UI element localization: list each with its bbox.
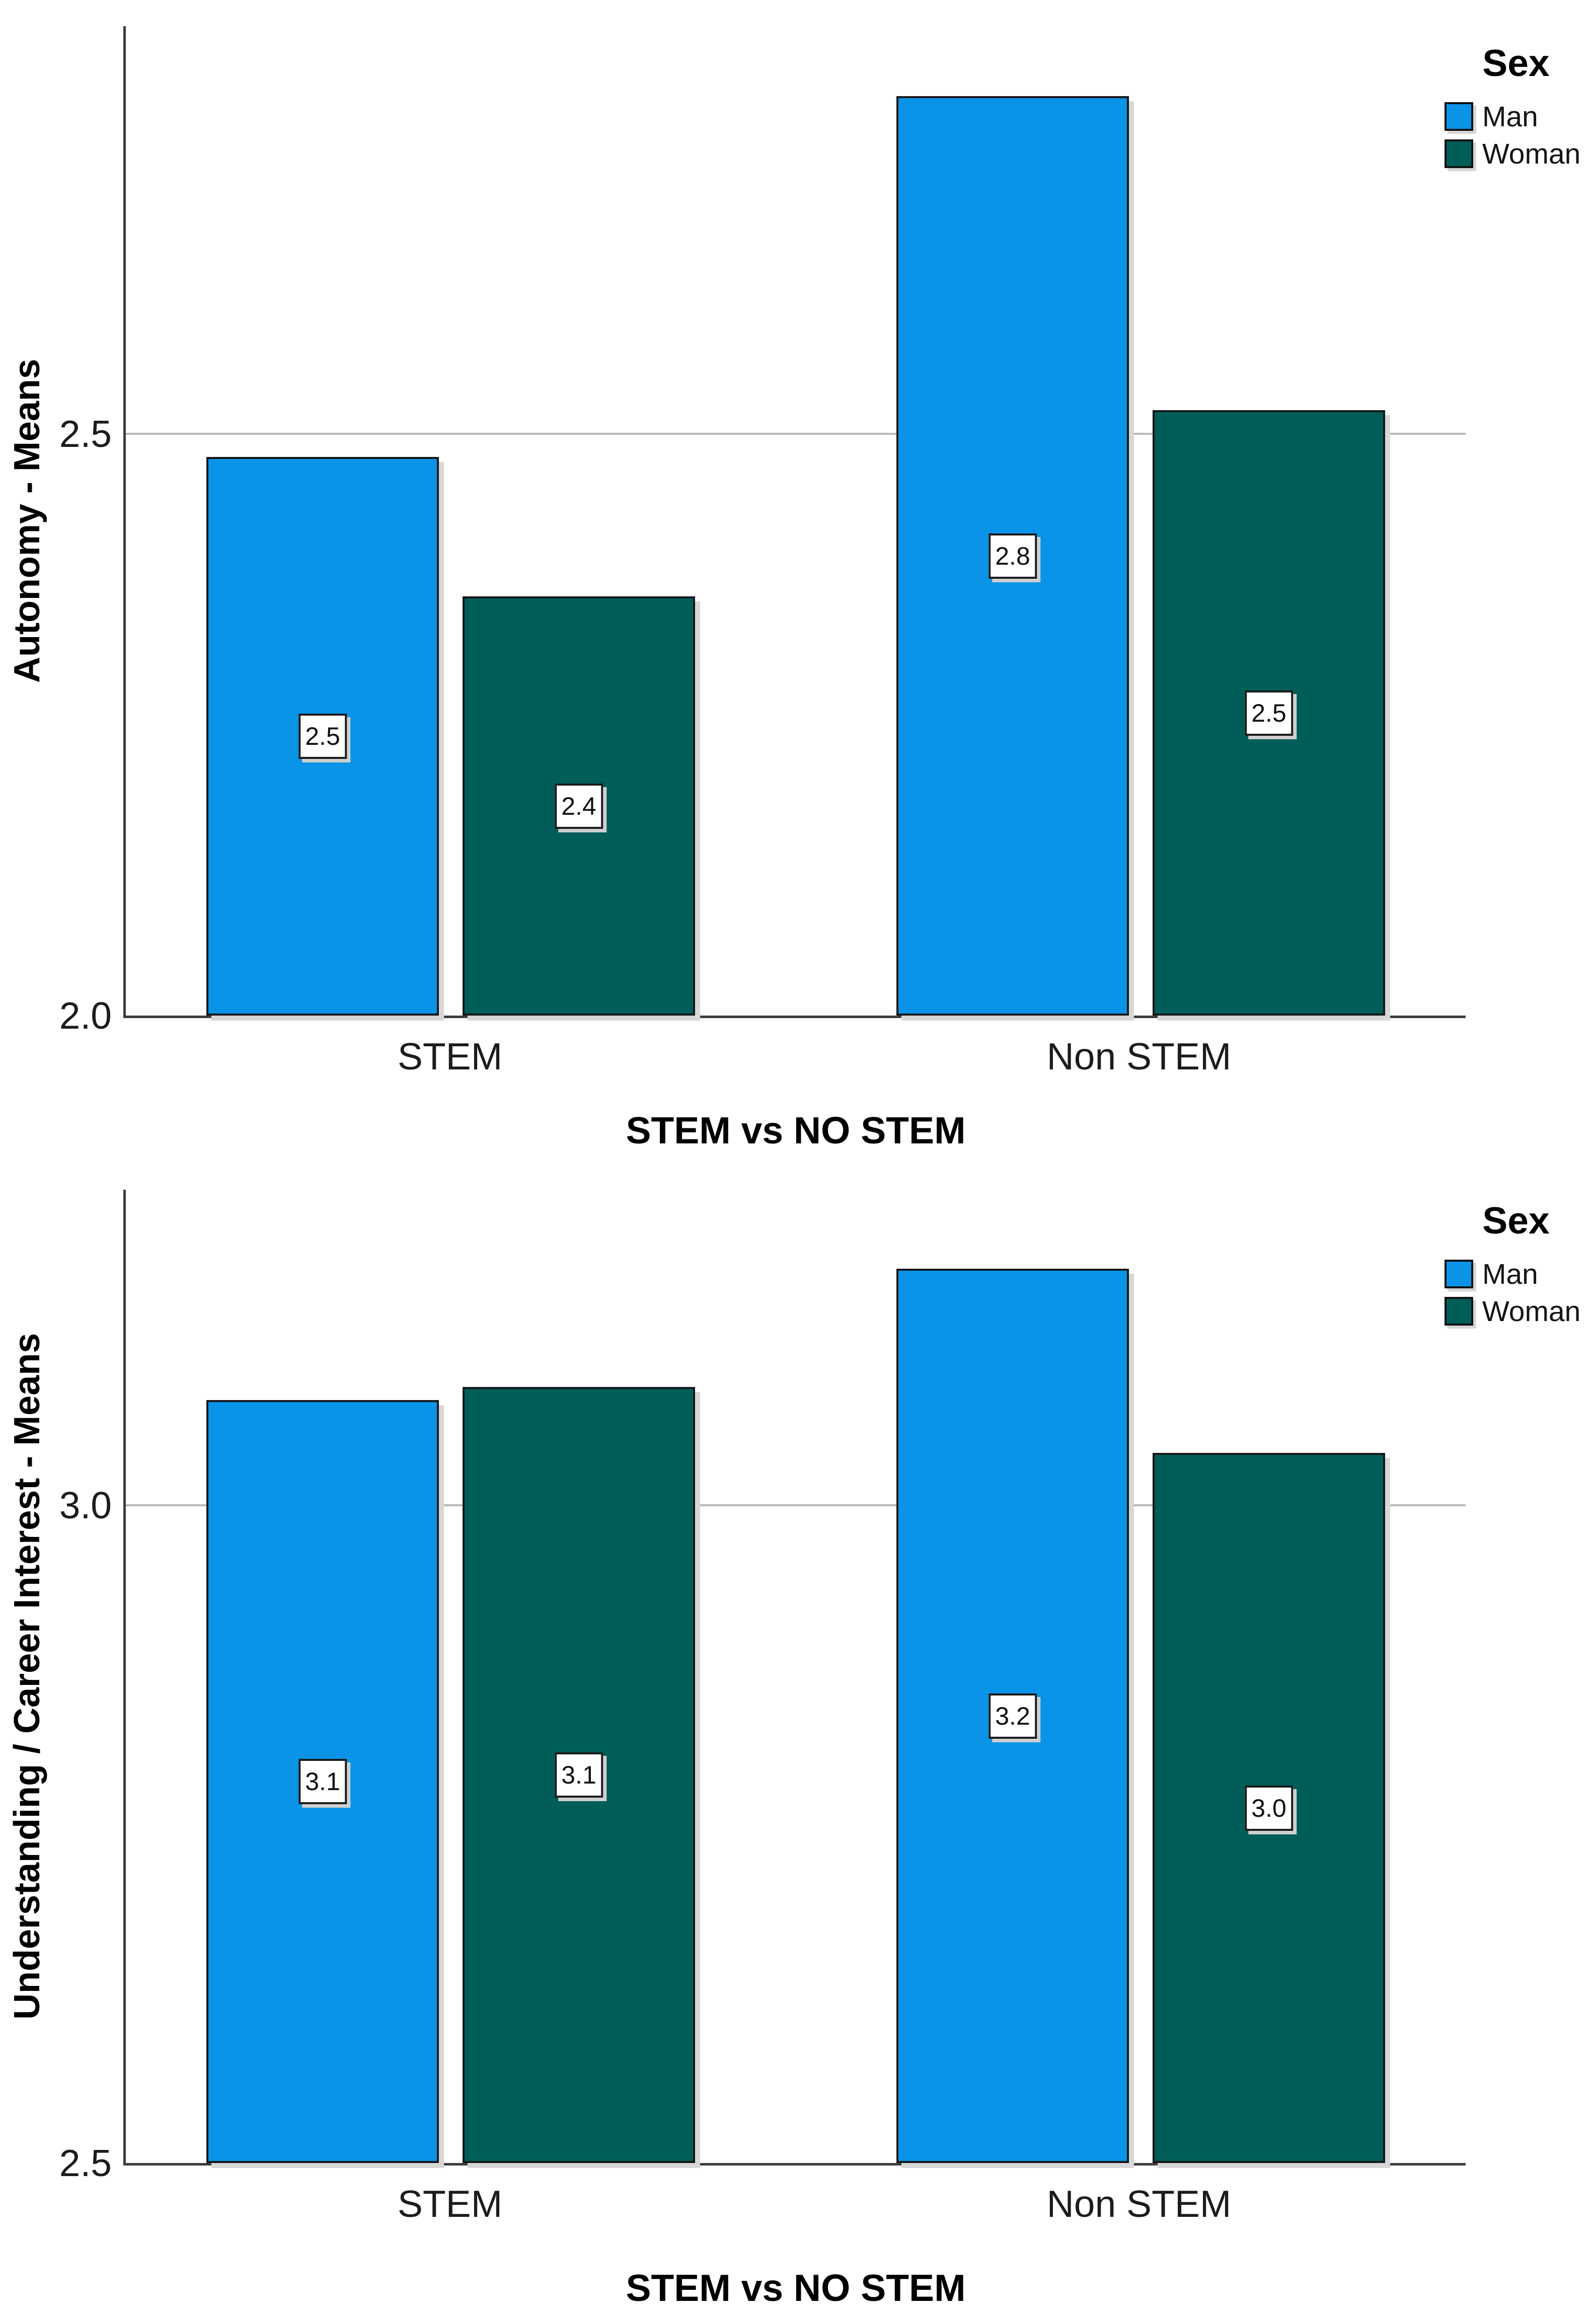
y-axis-line bbox=[123, 26, 126, 1018]
legend-item-label: Man bbox=[1482, 101, 1538, 133]
y-tick-label: 2.5 bbox=[59, 2142, 112, 2184]
legend-swatch-man bbox=[1445, 1260, 1473, 1288]
x-category-label: Non STEM bbox=[1046, 2183, 1232, 2225]
x-axis-line bbox=[123, 2163, 1466, 2166]
y-tick-label: 2.0 bbox=[59, 994, 112, 1037]
legend-title: Sex bbox=[1482, 42, 1550, 84]
bar-man-stem: 2.5 bbox=[206, 457, 439, 1016]
bar-woman-non-stem: 2.5 bbox=[1153, 410, 1385, 1016]
bar-woman-stem: 2.4 bbox=[463, 596, 695, 1016]
bar-value-label: 2.4 bbox=[555, 783, 603, 829]
x-category-label: STEM bbox=[397, 1035, 503, 1077]
bar-value-label: 3.1 bbox=[555, 1752, 603, 1798]
x-axis-line bbox=[123, 1016, 1466, 1018]
y-axis-title: Autonomy - Means bbox=[7, 358, 47, 683]
gridline bbox=[126, 1504, 1466, 1507]
x-category-label: STEM bbox=[397, 2183, 503, 2225]
legend-item-label: Man bbox=[1482, 1258, 1538, 1290]
y-axis-line bbox=[123, 1190, 126, 2166]
bar-value-label: 2.5 bbox=[1245, 690, 1293, 736]
y-tick-label: 3.0 bbox=[59, 1484, 112, 1527]
y-tick-label: 2.5 bbox=[59, 412, 112, 455]
x-axis-title: STEM vs NO STEM bbox=[626, 1109, 966, 1151]
bar-value-label: 3.0 bbox=[1245, 1785, 1293, 1831]
x-axis-title: STEM vs NO STEM bbox=[626, 2267, 966, 2309]
legend-swatch-woman bbox=[1445, 1297, 1473, 1326]
bar-value-label: 2.8 bbox=[989, 533, 1037, 579]
y-axis-title: Understanding / Career Interest - Means bbox=[7, 1333, 47, 2020]
bar-man-stem: 3.1 bbox=[206, 1400, 439, 2163]
bar-man-non-stem: 3.2 bbox=[896, 1269, 1129, 2163]
legend-item-label: Woman bbox=[1482, 1295, 1581, 1328]
chart-autonomy-means: 2.5 2.8 2.4 2.5 2.0 2.5 STEM Non STEM STEM vs NO… bbox=[0, 0, 1596, 1157]
x-category-label: Non STEM bbox=[1046, 1035, 1232, 1077]
bar-woman-stem: 3.1 bbox=[463, 1387, 695, 2163]
bar-value-label: 3.1 bbox=[298, 1759, 347, 1804]
legend-swatch-woman bbox=[1445, 139, 1473, 168]
chart-career-interest-means: 3.1 3.2 3.1 3.0 2.5 3.0 STEM Non STEM STEM vs NO… bbox=[0, 1157, 1596, 2316]
bar-value-label: 2.5 bbox=[298, 714, 347, 759]
bar-value-label: 3.2 bbox=[989, 1693, 1037, 1739]
bar-man-non-stem: 2.8 bbox=[896, 96, 1129, 1016]
bar-woman-non-stem: 3.0 bbox=[1153, 1453, 1385, 2163]
legend-swatch-man bbox=[1445, 102, 1473, 131]
legend-title: Sex bbox=[1482, 1199, 1550, 1242]
legend-item-label: Woman bbox=[1482, 138, 1581, 170]
gridline bbox=[126, 432, 1466, 435]
